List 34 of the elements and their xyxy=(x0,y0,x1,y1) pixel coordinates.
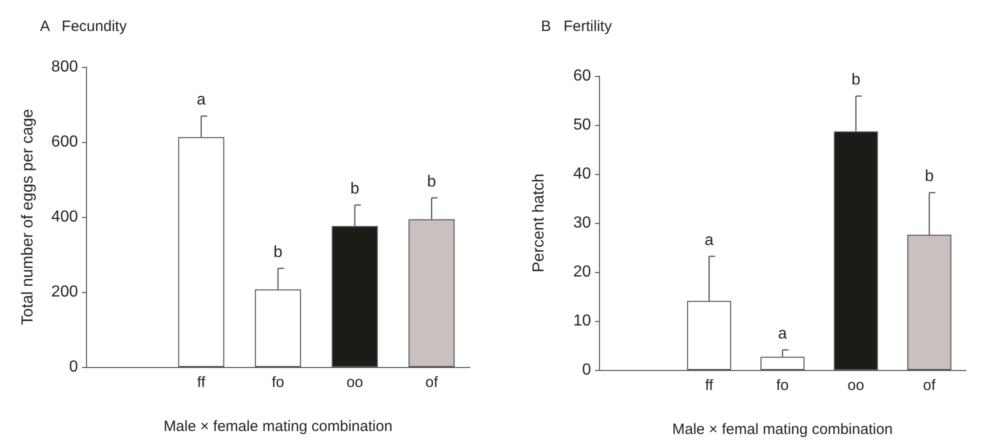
y-tick-label: 600 xyxy=(51,134,78,150)
y-tick-label: 40 xyxy=(573,166,592,182)
x-tick-label: ff xyxy=(197,374,206,391)
y-axis-title: Percent hatch xyxy=(530,174,548,272)
annotation: a xyxy=(778,325,788,342)
x-tick-label: of xyxy=(425,374,439,391)
annotation: a xyxy=(196,92,206,109)
y-tick-label: 50 xyxy=(573,116,592,134)
x-tick-label: ff xyxy=(705,377,714,394)
annotation: a xyxy=(704,232,714,249)
annotation: b xyxy=(851,72,860,89)
annotation: b xyxy=(350,180,360,198)
x-tick-label: fo xyxy=(776,377,789,394)
y-tick-label: 200 xyxy=(51,284,78,300)
x-axis-title: Male × female mating combination xyxy=(164,418,392,435)
y-tick-label: 800 xyxy=(51,58,78,76)
x-tick-label: oo xyxy=(346,374,364,391)
x-tick-label: fo xyxy=(272,374,284,391)
annotation: b xyxy=(274,244,283,261)
annotation: b xyxy=(427,173,436,190)
y-tick-label: 400 xyxy=(51,208,78,226)
y-tick-label: 20 xyxy=(573,264,592,280)
annotation: b xyxy=(924,168,934,186)
x-tick-label: oo xyxy=(848,377,864,394)
y-tick-label: 30 xyxy=(573,214,592,232)
x-tick-label: of xyxy=(923,377,936,394)
chart-title: B Fertility xyxy=(541,18,612,35)
y-axis-title: Total number of eggs per cage xyxy=(20,108,36,326)
y-tick-label: 0 xyxy=(69,358,78,376)
y-tick-label: 10 xyxy=(573,312,592,330)
y-tick-label: 60 xyxy=(573,68,592,84)
chart-title: A Fecundity xyxy=(40,18,128,35)
x-axis-title: Male × femal mating combination xyxy=(672,421,893,438)
y-tick-label: 0 xyxy=(582,362,592,378)
